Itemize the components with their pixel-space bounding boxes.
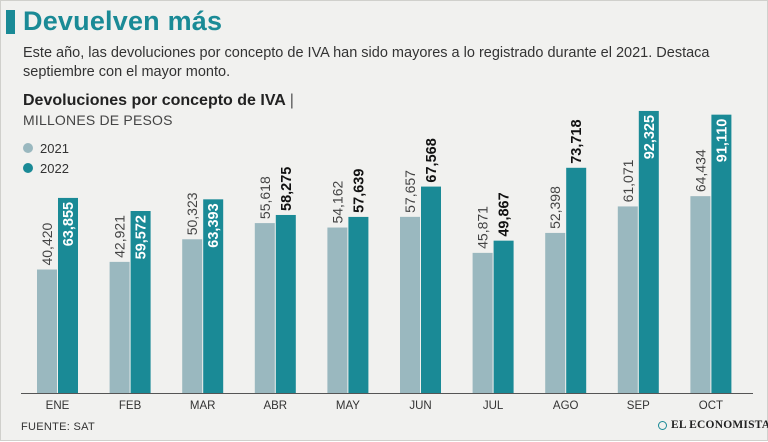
bar-2021-oct	[690, 196, 711, 393]
page-title: Devuelven más	[23, 6, 223, 36]
x-tick-label-jul: JUL	[483, 400, 504, 412]
data-label-2022-jul: 49,867	[497, 192, 513, 236]
brand-logo-text: EL ECONOMISTA	[671, 419, 768, 431]
data-label-2021-jun: 57,657	[402, 170, 418, 213]
data-label-2022-ago: 73,718	[569, 119, 585, 163]
data-label-2022-may: 57,639	[351, 169, 367, 213]
bar-2021-jul	[472, 252, 493, 393]
data-label-2021-mar: 50,323	[184, 192, 200, 235]
legend-item-2021: 2021	[23, 138, 69, 158]
legend-label-2021: 2021	[40, 140, 69, 156]
data-label-2021-sep: 61,071	[620, 159, 636, 202]
bar-2021-abr	[254, 223, 275, 393]
bar-2021-ene	[37, 269, 57, 393]
legend: 2021 2022	[23, 138, 69, 178]
bar-2021-ago	[545, 232, 566, 393]
x-tick-label-feb: FEB	[119, 400, 142, 412]
data-label-2021-abr: 55,618	[257, 176, 273, 219]
x-tick-label-ene: ENE	[46, 400, 70, 412]
data-label-2021-ago: 52,398	[547, 186, 563, 229]
data-label-2021-may: 54,162	[329, 181, 345, 224]
chart-title: Devoluciones por concepto de IVA |	[23, 92, 294, 109]
data-label-2022-sep: 92,325	[642, 115, 658, 159]
bar-2021-mar	[182, 239, 203, 393]
x-tick-label-abr: ABR	[263, 400, 287, 412]
bar-2021-sep	[617, 206, 638, 393]
data-label-2022-jun: 67,568	[424, 138, 440, 182]
bar-2022-abr	[275, 214, 296, 393]
data-label-2022-mar: 63,393	[206, 203, 222, 247]
bar-2022-jul	[493, 240, 514, 393]
data-label-2022-oct: 91,110	[714, 119, 730, 163]
x-tick-label-ago: AGO	[553, 400, 579, 412]
brand-logo-icon	[658, 420, 667, 430]
data-label-2022-abr: 58,275	[279, 167, 295, 211]
data-label-2021-ene: 40,420	[39, 222, 55, 265]
bar-2022-ene	[58, 197, 78, 393]
bar-2022-feb	[130, 211, 151, 393]
bar-2022-mar	[203, 199, 224, 393]
x-tick-label-oct: OCT	[699, 400, 723, 412]
data-label-2022-feb: 59,572	[134, 215, 150, 259]
data-label-2021-jul: 45,871	[475, 206, 491, 249]
chart-unit-label: MILLONES DE PESOS	[23, 112, 173, 128]
bar-2022-ago	[566, 167, 587, 393]
bar-2022-oct	[711, 114, 732, 394]
source-note: FUENTE: SAT	[21, 421, 95, 433]
bar-2021-jun	[400, 216, 420, 393]
bar-2021-may	[327, 227, 348, 393]
bar-2022-sep	[638, 110, 659, 393]
page-subtitle: Este año, las devoluciones por concepto …	[23, 45, 710, 80]
x-tick-label-mar: MAR	[190, 400, 216, 412]
bar-2021-feb	[109, 261, 130, 393]
legend-item-2022: 2022	[23, 158, 69, 178]
data-label-2022-ene: 63,855	[61, 202, 77, 246]
legend-dot-2022	[23, 163, 33, 173]
legend-dot-2021	[23, 143, 33, 153]
bar-2022-may	[348, 216, 369, 393]
x-tick-label-sep: SEP	[627, 400, 650, 412]
title-accent-bar	[6, 10, 15, 34]
legend-label-2022: 2022	[40, 160, 69, 176]
data-label-2021-feb: 42,921	[112, 215, 128, 258]
brand-logo: EL ECONOMISTA	[658, 419, 768, 431]
chart-title-text: Devoluciones por concepto de IVA	[23, 92, 286, 109]
bar-2022-jun	[421, 186, 441, 393]
x-tick-label-may: MAY	[336, 400, 360, 412]
data-label-2021-oct: 64,434	[692, 149, 708, 192]
x-tick-label-jun: JUN	[409, 400, 431, 412]
